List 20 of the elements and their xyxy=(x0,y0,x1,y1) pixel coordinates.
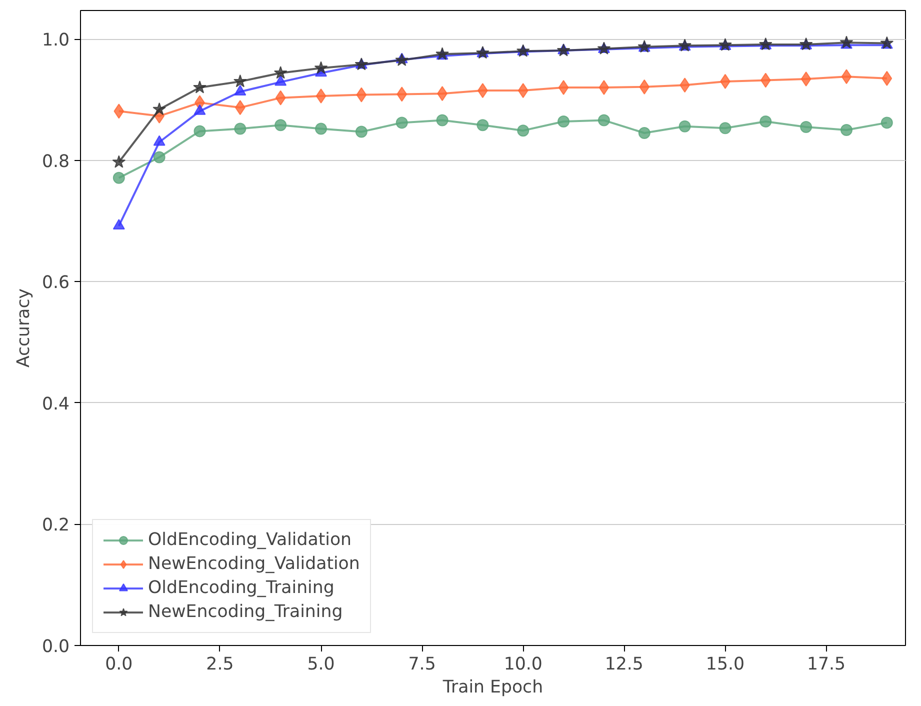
y-tick-label: 0.0 xyxy=(42,637,70,657)
legend-label: NewEncoding_Validation xyxy=(148,554,360,574)
x-tick-label: 2.5 xyxy=(206,654,234,674)
x-tick-label: 7.5 xyxy=(408,654,436,674)
x-axis-title: Train Epoch xyxy=(442,678,544,698)
x-tick-label: 5.0 xyxy=(307,654,335,674)
y-tick-label: 1.0 xyxy=(42,30,70,51)
y-tick-label: 0.4 xyxy=(42,394,70,414)
y-tick-label: 0.6 xyxy=(42,273,70,294)
y-axis-title: Accuracy xyxy=(14,288,34,368)
x-tick-label: 10.0 xyxy=(504,654,542,674)
x-tick-label: 15.0 xyxy=(706,654,745,674)
x-tick-label: 12.5 xyxy=(604,654,644,674)
y-tick-label: 0.2 xyxy=(42,516,70,536)
x-tick-label: 0.0 xyxy=(105,654,133,674)
legend-label: NewEncoding_Training xyxy=(148,602,343,622)
y-tick-label: 0.8 xyxy=(42,152,70,172)
legend-label: OldEncoding_Validation xyxy=(148,530,352,550)
x-tick-label: 17.5 xyxy=(806,654,846,674)
legend-label: OldEncoding_Training xyxy=(148,578,334,598)
